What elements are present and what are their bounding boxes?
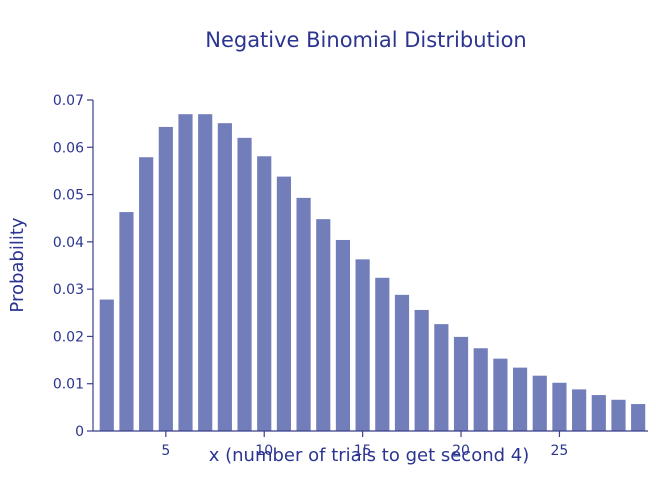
bar-x-29 bbox=[631, 404, 646, 431]
bar-x-25 bbox=[552, 382, 567, 431]
x-tick-label: 25 bbox=[551, 443, 569, 459]
bar-x-26 bbox=[572, 389, 587, 431]
bar-x-23 bbox=[512, 367, 528, 431]
bar-x-18 bbox=[414, 309, 429, 431]
bar-x-28 bbox=[611, 399, 626, 431]
y-axis-label: Probability bbox=[7, 217, 28, 312]
chart-title: Negative Binomial Distribution bbox=[205, 28, 527, 52]
bar-x-9 bbox=[237, 137, 252, 431]
bar-x-27 bbox=[591, 395, 606, 431]
bar-x-14 bbox=[335, 239, 351, 431]
bar-x-20 bbox=[453, 336, 469, 431]
x-tick-label: 10 bbox=[255, 443, 273, 459]
x-tick-label: 15 bbox=[354, 443, 372, 459]
y-tick-label: 0.03 bbox=[53, 282, 84, 298]
bar-x-21 bbox=[473, 348, 488, 431]
bar-x-24 bbox=[532, 375, 547, 431]
bar-x-10 bbox=[257, 156, 272, 431]
bar-x-8 bbox=[217, 123, 232, 432]
y-tick-label: 0.06 bbox=[53, 140, 84, 156]
bar-x-3 bbox=[119, 212, 134, 431]
y-tick-label: 0.04 bbox=[53, 235, 84, 251]
bar-x-19 bbox=[434, 324, 449, 431]
bars-group bbox=[99, 114, 646, 432]
bar-x-16 bbox=[375, 277, 390, 431]
bar-x-22 bbox=[493, 358, 508, 431]
x-tick-label: 20 bbox=[452, 443, 470, 459]
x-axis-label: x (number of trials to get second 4) bbox=[209, 445, 530, 466]
x-ticks-group: 5 10 15 20 25 bbox=[161, 431, 568, 459]
bar-x-17 bbox=[394, 294, 410, 431]
bar-x-5 bbox=[158, 126, 173, 431]
bar-x-4 bbox=[139, 157, 154, 431]
y-tick-label: 0.05 bbox=[53, 188, 84, 204]
y-tick-label: 0 bbox=[75, 424, 84, 440]
y-tick-label: 0.01 bbox=[53, 377, 84, 393]
bar-x-6 bbox=[178, 114, 193, 431]
bar-x-11 bbox=[276, 176, 291, 431]
y-tick-label: 0.02 bbox=[53, 329, 84, 345]
y-ticks-group: 0 0.01 0.02 0.03 0.04 0.05 0.06 0.07 bbox=[53, 93, 93, 440]
bar-x-12 bbox=[296, 197, 311, 431]
x-tick-label: 5 bbox=[161, 443, 170, 459]
bar-x-2 bbox=[99, 299, 114, 431]
bar-x-7 bbox=[198, 114, 213, 431]
y-tick-label: 0.07 bbox=[53, 93, 84, 109]
bar-x-15 bbox=[355, 259, 370, 431]
bar-x-13 bbox=[316, 219, 331, 431]
